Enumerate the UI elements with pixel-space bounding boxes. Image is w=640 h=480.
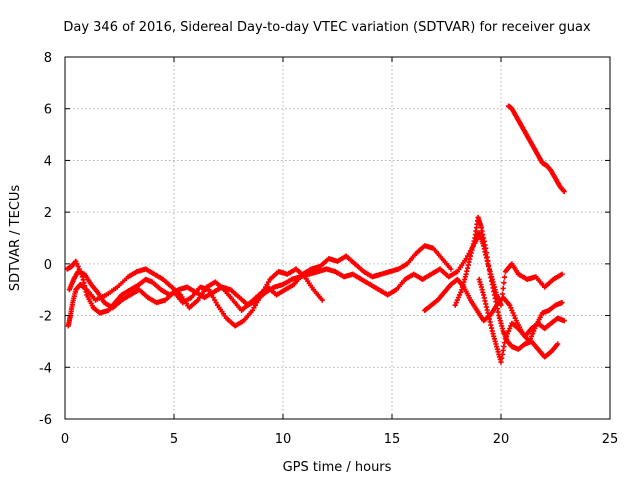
data-point-markers — [65, 243, 454, 329]
data-point-markers — [506, 103, 567, 195]
y-axis: -6 -4 -2 0 2 4 6 8 — [39, 51, 610, 428]
series-track-f — [476, 276, 567, 365]
x-axis: 0 5 10 15 20 25 — [61, 57, 618, 447]
y-tick-label: 0 — [44, 258, 52, 273]
x-tick-label: 20 — [493, 432, 510, 447]
data-point-markers — [452, 214, 561, 360]
y-tick-label: 8 — [44, 51, 52, 66]
data-point-markers — [66, 266, 325, 329]
series-track-c — [65, 243, 454, 329]
series-track-e — [452, 214, 561, 360]
grid-lines — [65, 57, 610, 419]
y-tick-label: -4 — [39, 361, 52, 376]
series-track-d — [422, 276, 565, 344]
y-tick-label: -2 — [39, 310, 52, 325]
series-track-g — [506, 103, 567, 195]
data-points — [64, 103, 567, 365]
x-tick-label: 15 — [384, 432, 401, 447]
x-tick-label: 0 — [61, 432, 69, 447]
data-point-markers — [476, 276, 567, 365]
chart-title: Day 346 of 2016, Sidereal Day-to-day VTE… — [63, 20, 591, 35]
x-tick-label: 5 — [170, 432, 178, 447]
series-track-b — [66, 266, 325, 329]
y-tick-label: 6 — [44, 103, 52, 118]
x-tick-label: 25 — [602, 432, 619, 447]
plot-frame — [64, 56, 611, 420]
y-tick-label: 4 — [44, 154, 52, 169]
x-tick-label: 10 — [275, 432, 292, 447]
x-axis-label: GPS time / hours — [283, 460, 392, 475]
y-tick-label: 2 — [44, 206, 52, 221]
data-point-markers — [422, 276, 565, 344]
y-tick-label: -6 — [39, 413, 52, 428]
y-axis-label: SDTVAR / TECUs — [8, 185, 23, 292]
